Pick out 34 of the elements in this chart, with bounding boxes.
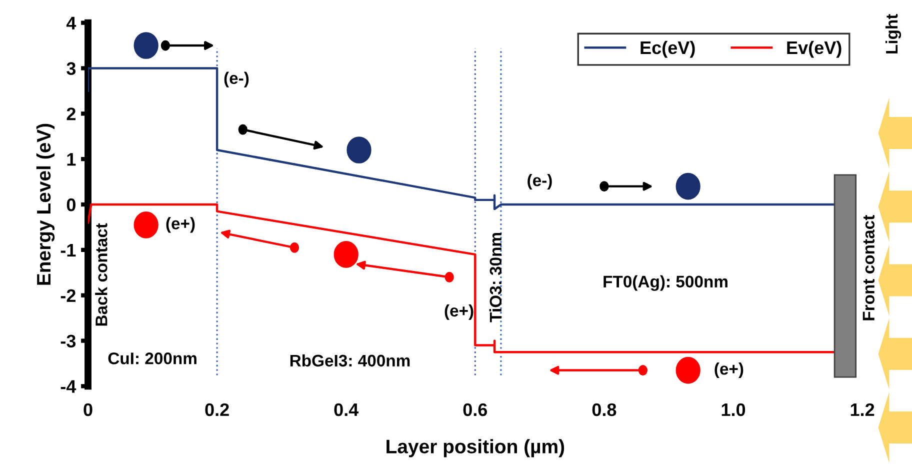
- y-tick-label: -2: [60, 289, 76, 302]
- text: Front contact: [862, 215, 875, 320]
- annotation: TiO3: 30nm: [489, 232, 502, 322]
- legend-label: Ec(eV): [640, 40, 695, 58]
- x-tick-label: 0.8: [592, 403, 616, 416]
- x-tick-label: 0.2: [205, 403, 229, 416]
- annotation: RbGeI3: 400nm: [290, 354, 410, 367]
- annotation: (e+): [444, 304, 474, 320]
- annotation: Back contact: [95, 223, 108, 326]
- annotation: FT0(Ag): 500nm: [604, 275, 728, 291]
- y-tick-label: 3: [66, 62, 76, 75]
- y-tick-label: 4: [66, 16, 76, 30]
- annotation: (e-): [528, 174, 552, 190]
- line-series: [88, 203, 834, 354]
- y-tick-label: -3: [60, 334, 76, 348]
- x-tick-label: 1.0: [722, 403, 746, 416]
- x-tick-label: 0.6: [463, 403, 488, 416]
- y-tick-label: 0: [66, 198, 76, 212]
- annotation: (e+): [714, 362, 744, 378]
- line-series: [88, 67, 834, 210]
- annotation: (e-): [224, 72, 249, 88]
- x-axis-title: Layer position (µm): [386, 439, 564, 458]
- text: Light: [885, 14, 902, 54]
- y-tick-label: -4: [60, 380, 76, 393]
- y-tick-label: -1: [60, 244, 76, 256]
- annotation: CuI: 200nm: [108, 352, 196, 364]
- y-tick-label: 2: [66, 108, 76, 120]
- annotation: (e+): [166, 217, 195, 233]
- y-tick-label: 1: [67, 153, 76, 166]
- y-axis-title: Energy Level (eV): [36, 124, 55, 285]
- x-tick-label: 0.4: [334, 403, 359, 416]
- x-tick-label: 1.2: [850, 403, 874, 416]
- legend-label: Ev(eV): [787, 40, 842, 58]
- x-tick-label: 0: [84, 403, 92, 416]
